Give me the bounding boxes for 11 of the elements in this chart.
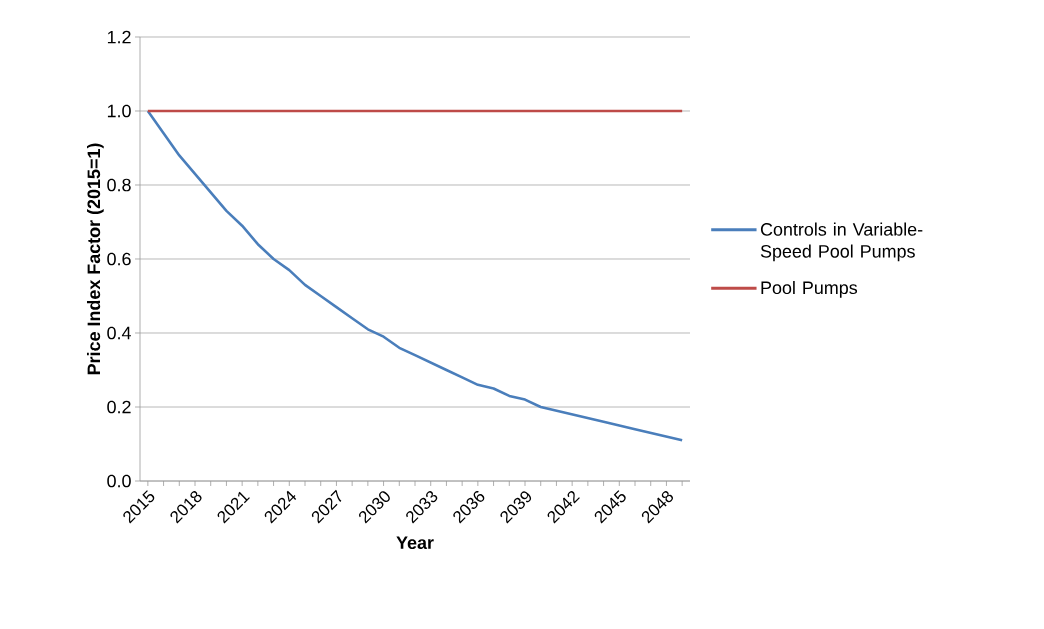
- y-tick-label: 0.4: [107, 326, 131, 340]
- y-axis-title: Price Index Factor (2015=1): [86, 143, 104, 375]
- y-tick-label: 0.6: [107, 252, 131, 266]
- legend-label: Pool Pumps: [761, 280, 858, 298]
- y-tick-label: 0.0: [107, 474, 131, 488]
- x-axis-title: Year: [396, 536, 434, 550]
- y-tick-label: 1.2: [107, 30, 131, 44]
- y-tick-label: 1.0: [107, 104, 131, 118]
- y-tick-label: 0.8: [107, 178, 131, 192]
- legend-label: Controls in Variable-Speed Pool Pumps: [760, 222, 923, 262]
- y-tick-label: 0.2: [107, 400, 131, 414]
